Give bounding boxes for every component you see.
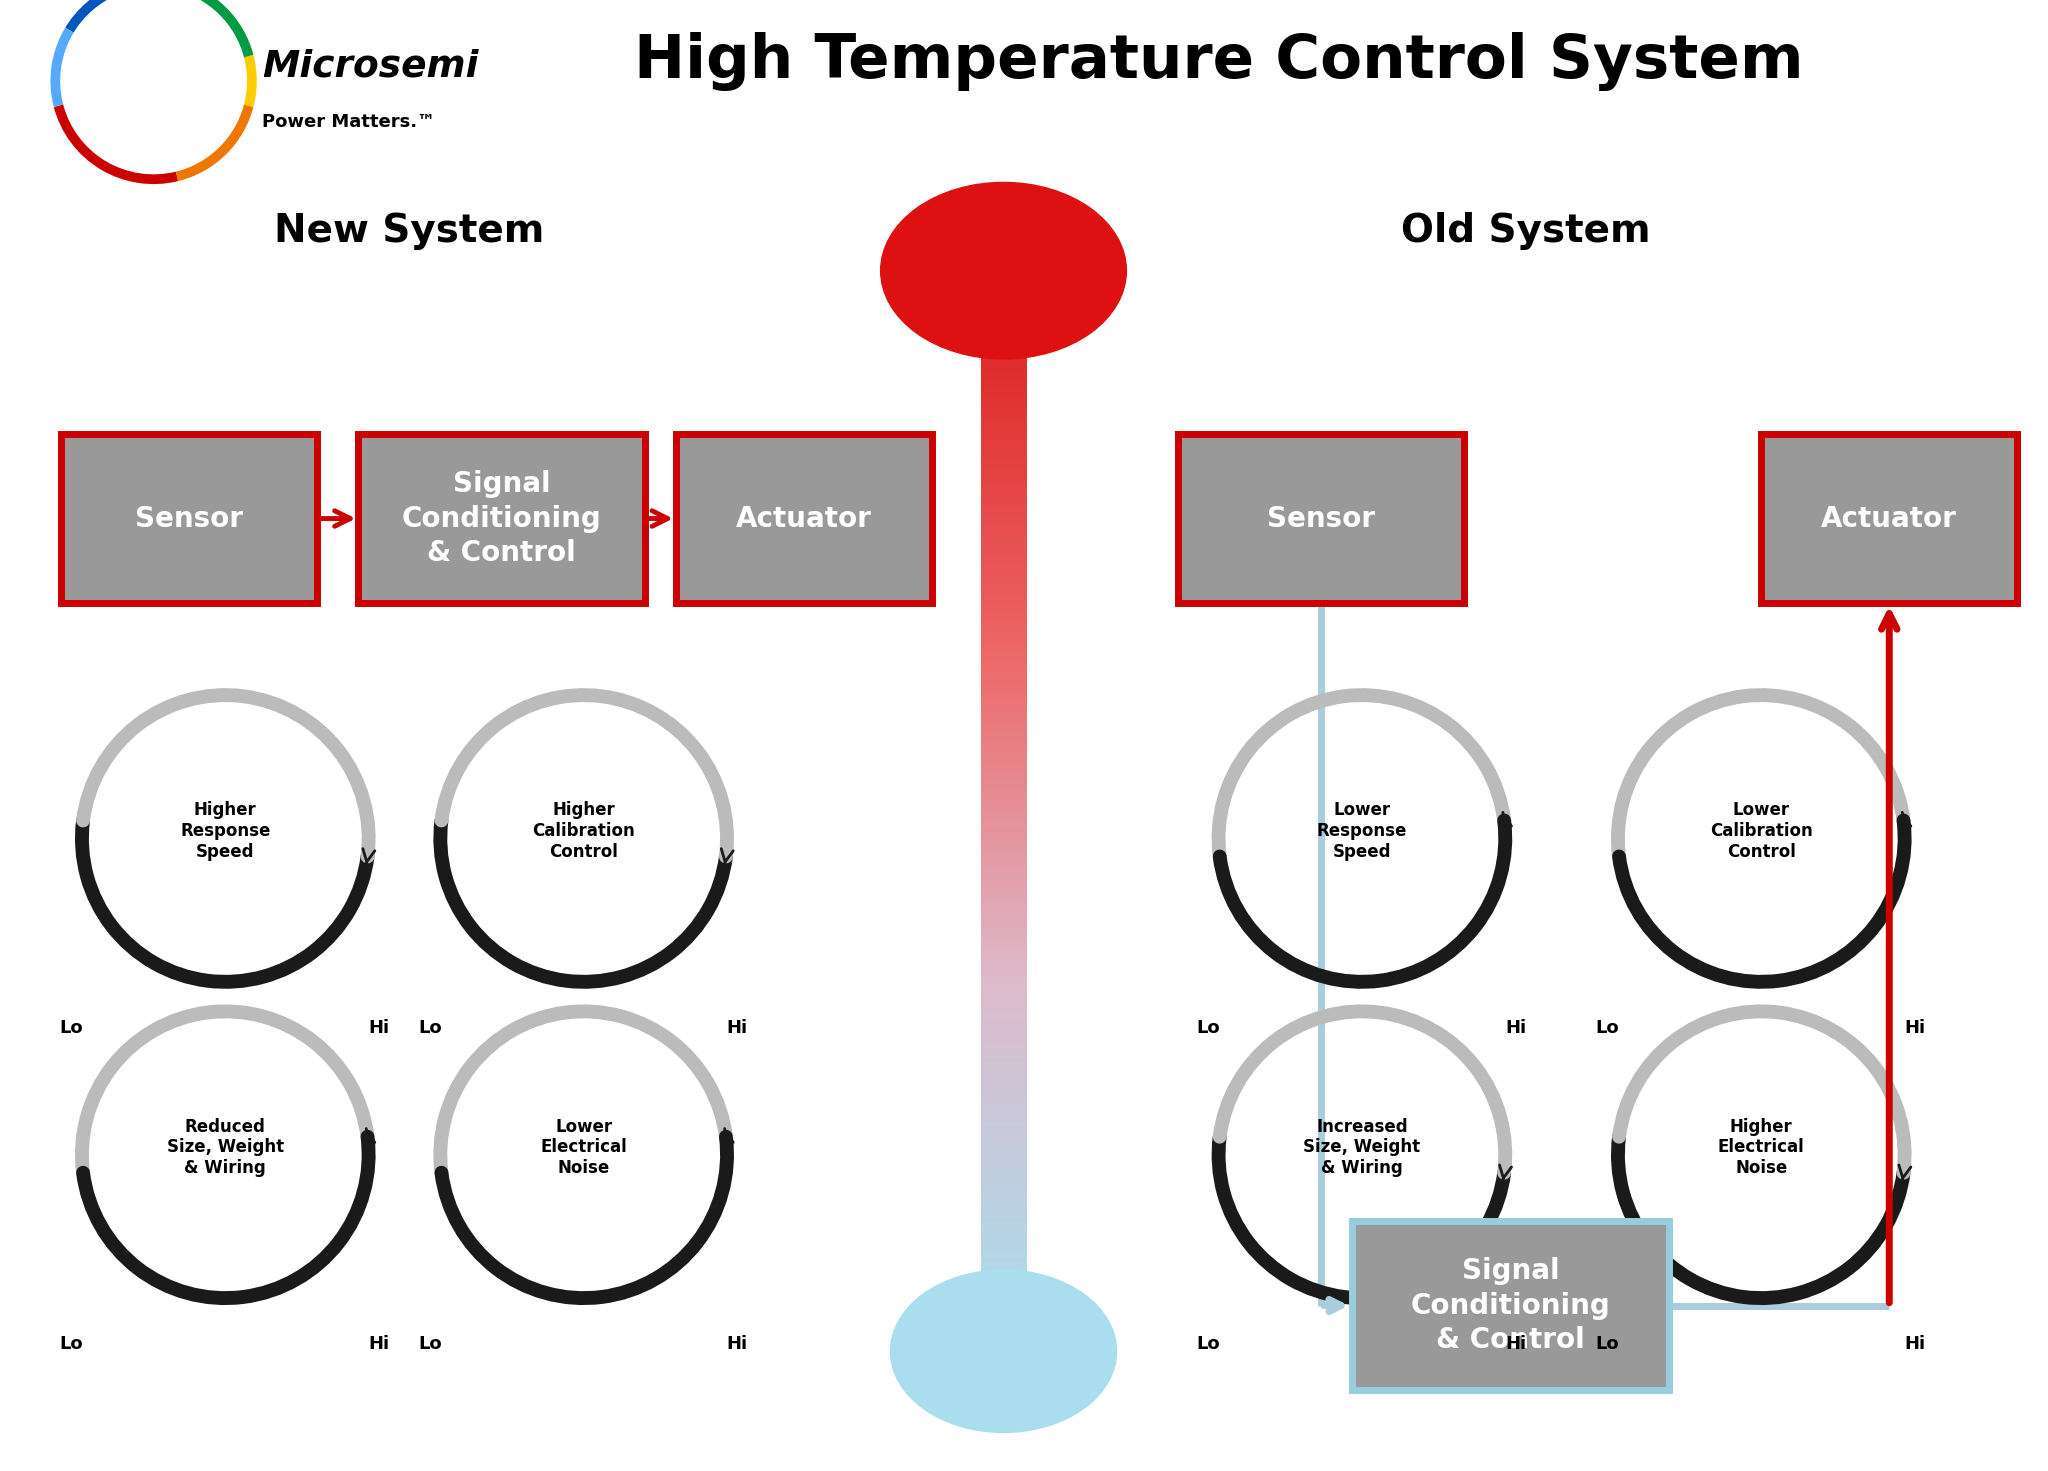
Text: Lo: Lo	[418, 1018, 442, 1037]
Text: Hi: Hi	[1505, 1018, 1526, 1037]
Text: Hi: Hi	[1905, 1018, 1925, 1037]
Text: Lower
Response
Speed: Lower Response Speed	[1317, 802, 1407, 861]
Text: Signal
Conditioning
& Control: Signal Conditioning & Control	[401, 469, 602, 568]
Text: Lower
Calibration
Control: Lower Calibration Control	[1710, 802, 1812, 861]
Text: Hi: Hi	[369, 1018, 389, 1037]
FancyBboxPatch shape	[676, 434, 932, 603]
Text: Lo: Lo	[1196, 1018, 1221, 1037]
Text: High Temperature Control System: High Temperature Control System	[633, 32, 1804, 91]
Text: Increased
Size, Weight
& Wiring: Increased Size, Weight & Wiring	[1303, 1118, 1421, 1177]
Text: Signal
Conditioning
& Control: Signal Conditioning & Control	[1411, 1256, 1610, 1355]
Text: Lo: Lo	[59, 1018, 84, 1037]
Text: Lo: Lo	[1196, 1334, 1221, 1353]
FancyBboxPatch shape	[1178, 434, 1464, 603]
Text: Higher
Response
Speed: Higher Response Speed	[180, 802, 270, 861]
Text: Hi: Hi	[727, 1334, 748, 1353]
Circle shape	[891, 1269, 1116, 1433]
Text: Hi: Hi	[1505, 1334, 1526, 1353]
Text: Sensor: Sensor	[135, 505, 244, 533]
Text: Hi: Hi	[369, 1334, 389, 1353]
Text: Hi: Hi	[1905, 1334, 1925, 1353]
Text: Power Matters.™: Power Matters.™	[262, 113, 436, 131]
FancyBboxPatch shape	[1352, 1221, 1669, 1390]
Text: Lo: Lo	[1595, 1334, 1620, 1353]
Text: Lo: Lo	[59, 1334, 84, 1353]
FancyBboxPatch shape	[1761, 434, 2017, 603]
Text: Hi: Hi	[727, 1018, 748, 1037]
Text: Actuator: Actuator	[735, 505, 872, 533]
Text: Higher
Calibration
Control: Higher Calibration Control	[532, 802, 635, 861]
Circle shape	[881, 182, 1126, 359]
Text: Reduced
Size, Weight
& Wiring: Reduced Size, Weight & Wiring	[166, 1118, 285, 1177]
Text: Lower
Electrical
Noise: Lower Electrical Noise	[541, 1118, 627, 1177]
Text: Old System: Old System	[1401, 212, 1651, 250]
FancyBboxPatch shape	[61, 434, 317, 603]
Text: Lo: Lo	[418, 1334, 442, 1353]
Text: Microsemi: Microsemi	[262, 49, 479, 84]
Text: Sensor: Sensor	[1268, 505, 1374, 533]
Text: Higher
Electrical
Noise: Higher Electrical Noise	[1718, 1118, 1804, 1177]
Text: New System: New System	[274, 212, 545, 250]
Text: Actuator: Actuator	[1821, 505, 1958, 533]
FancyBboxPatch shape	[358, 434, 645, 603]
Text: Lo: Lo	[1595, 1018, 1620, 1037]
